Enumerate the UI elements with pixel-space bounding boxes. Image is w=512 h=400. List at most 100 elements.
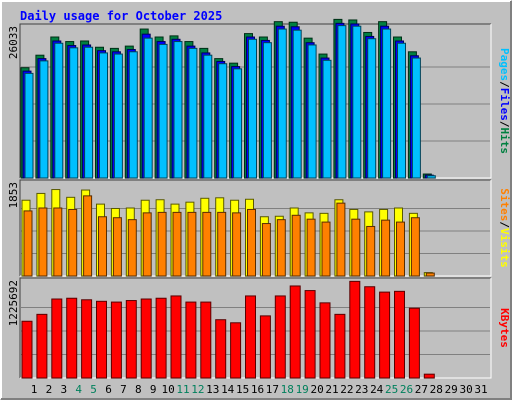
bar-sites-day-8 — [127, 219, 137, 277]
bar-kbytes-day-9 — [140, 298, 152, 379]
bar-kbytes-day-25 — [379, 291, 391, 379]
bar-sites-day-14 — [217, 211, 227, 277]
x-tick-day-10: 10 — [161, 383, 174, 396]
bar-sites-day-4 — [68, 208, 78, 277]
bar-sites-day-12 — [187, 211, 197, 277]
legend-hits: Hits — [498, 128, 511, 155]
x-tick-day-1: 1 — [31, 383, 38, 396]
x-tick-day-4: 4 — [75, 383, 82, 396]
bar-pages-day-8 — [128, 51, 138, 179]
bar-kbytes-day-3 — [51, 298, 63, 379]
bar-kbytes-day-8 — [125, 300, 137, 379]
x-tick-day-8: 8 — [135, 383, 142, 396]
bar-sites-day-23 — [351, 218, 361, 277]
x-tick-day-12: 12 — [191, 383, 204, 396]
bar-pages-day-15 — [233, 68, 243, 179]
bar-sites-day-6 — [98, 216, 107, 277]
bar-pages-day-24 — [367, 38, 377, 179]
panel-hits-files-pages-legend: Pages/Files/Hits — [498, 48, 511, 154]
bar-pages-day-3 — [54, 42, 64, 179]
bar-sites-day-18 — [276, 219, 286, 277]
bar-sites-day-25 — [381, 219, 391, 277]
x-tick-day-26: 26 — [400, 383, 413, 396]
x-tick-day-16: 16 — [251, 383, 264, 396]
x-tick-day-27: 27 — [415, 383, 428, 396]
bar-pages-day-5 — [84, 46, 94, 179]
x-tick-day-29: 29 — [445, 383, 458, 396]
x-tick-day-24: 24 — [370, 383, 384, 396]
x-tick-day-14: 14 — [221, 383, 235, 396]
legend-pages: Pages — [498, 48, 511, 81]
x-tick-day-15: 15 — [236, 383, 249, 396]
x-tick-day-6: 6 — [105, 383, 112, 396]
bar-sites-day-28 — [425, 272, 435, 277]
x-tick-day-11: 11 — [176, 383, 189, 396]
panel-hits-files-pages-y-tick-label: 26033 — [7, 26, 20, 59]
bar-pages-day-26 — [397, 42, 406, 179]
x-tick-day-19: 19 — [296, 383, 309, 396]
x-tick-day-21: 21 — [325, 383, 338, 396]
bar-pages-day-9 — [143, 37, 153, 179]
bar-sites-day-19 — [291, 214, 301, 277]
bar-pages-day-17 — [262, 42, 272, 179]
bar-pages-day-16 — [248, 38, 257, 179]
bar-pages-day-20 — [307, 44, 317, 179]
x-tick-day-20: 20 — [310, 383, 323, 396]
bar-sites-day-2 — [38, 207, 48, 277]
x-tick-day-31: 31 — [474, 383, 487, 396]
bar-sites-day-13 — [202, 211, 212, 277]
bar-kbytes-day-19 — [289, 285, 301, 379]
bar-pages-day-7 — [113, 53, 123, 179]
bar-pages-day-21 — [322, 59, 332, 179]
bar-pages-day-4 — [69, 47, 79, 179]
bar-pages-day-11 — [173, 41, 183, 179]
bar-sites-day-10 — [157, 211, 167, 277]
bar-kbytes-day-20 — [304, 290, 316, 379]
bar-kbytes-day-2 — [36, 313, 48, 379]
bar-kbytes-day-12 — [185, 301, 197, 379]
bar-kbytes-day-23 — [349, 280, 361, 379]
x-tick-day-23: 23 — [355, 383, 368, 396]
bar-sites-day-27 — [410, 217, 420, 277]
panel-kbytes-border-top — [19, 277, 491, 378]
bar-sites-day-20 — [306, 218, 316, 277]
bar-pages-day-27 — [411, 57, 421, 179]
bar-pages-day-19 — [292, 29, 302, 179]
bar-sites-day-26 — [396, 221, 405, 277]
bar-sites-day-5 — [83, 195, 93, 277]
bar-pages-day-28 — [426, 175, 436, 179]
bar-pages-day-6 — [99, 52, 108, 179]
bar-sites-day-16 — [247, 208, 256, 277]
bar-kbytes-day-10 — [155, 297, 167, 379]
x-tick-day-22: 22 — [340, 383, 353, 396]
bar-pages-day-22 — [337, 25, 347, 179]
legend-files: Files — [498, 88, 511, 121]
legend-separator: / — [498, 81, 511, 88]
bar-kbytes-day-21 — [319, 302, 331, 379]
panel-kbytes-legend: KBytes — [498, 308, 511, 348]
bar-kbytes-day-22 — [334, 313, 346, 379]
bar-kbytes-day-16 — [245, 295, 256, 379]
bar-sites-day-3 — [53, 207, 63, 277]
bar-sites-day-22 — [336, 202, 346, 277]
panel-kbytes-y-tick-label: 1225692 — [7, 280, 20, 326]
bar-kbytes-day-17 — [259, 315, 271, 379]
bar-kbytes-day-1 — [21, 320, 33, 379]
x-tick-day-28: 28 — [430, 383, 443, 396]
bar-kbytes-day-6 — [96, 300, 107, 379]
bar-sites-day-21 — [321, 221, 331, 277]
bar-kbytes-day-13 — [200, 301, 212, 379]
bar-kbytes-day-15 — [230, 322, 242, 379]
bar-kbytes-day-27 — [408, 307, 420, 379]
bar-pages-day-23 — [352, 25, 362, 179]
bar-kbytes-day-14 — [215, 319, 227, 379]
legend-visits: Visits — [498, 228, 511, 268]
x-tick-day-25: 25 — [385, 383, 398, 396]
bar-pages-day-14 — [218, 63, 228, 179]
x-tick-day-5: 5 — [90, 383, 97, 396]
x-tick-day-3: 3 — [60, 383, 67, 396]
